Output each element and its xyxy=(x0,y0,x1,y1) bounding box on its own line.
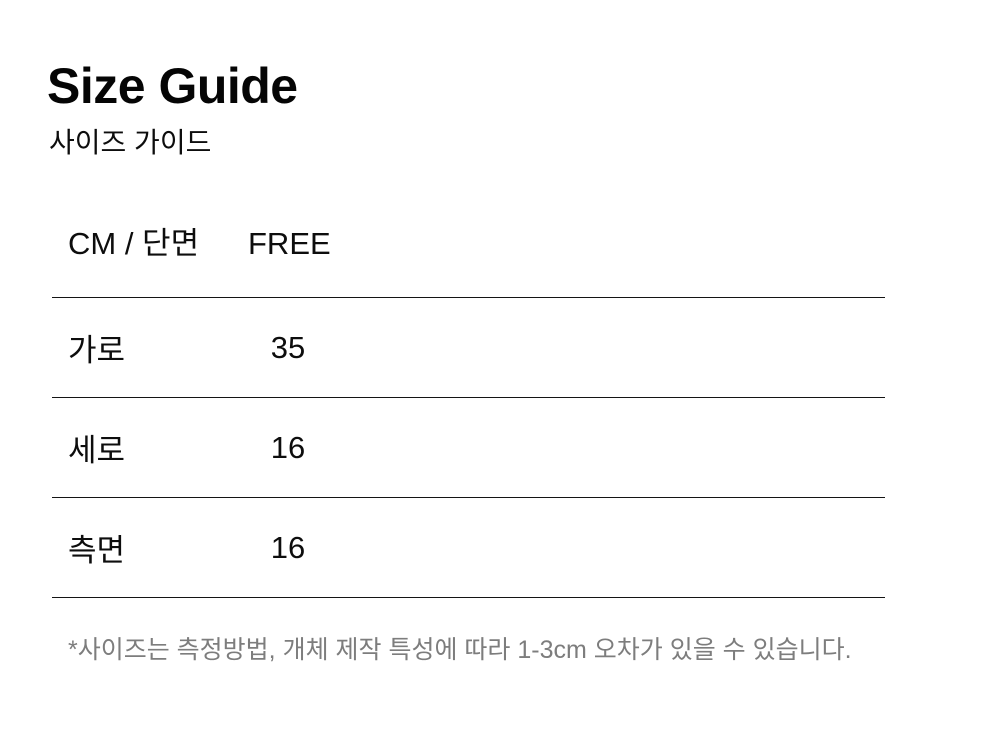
page-subtitle: 사이즈 가이드 xyxy=(49,126,212,158)
row-value: 16 xyxy=(248,497,328,598)
row-filler xyxy=(328,497,885,598)
page-title: Size Guide xyxy=(47,58,298,114)
row-label: 세로 xyxy=(52,397,248,498)
row-value: 35 xyxy=(248,297,328,398)
table-row-garo: 가로 35 xyxy=(52,297,885,398)
size-table-header-filler xyxy=(328,211,885,298)
size-table-size-header: FREE xyxy=(248,226,331,262)
size-guide-section: Size Guide 사이즈 가이드 CM / 단면 FREE 가로 35 xyxy=(47,58,1000,665)
size-table-header-row: CM / 단면 FREE xyxy=(52,211,885,298)
size-table-unit-header: CM / 단면 xyxy=(68,226,200,262)
row-label: 측면 xyxy=(52,497,248,598)
row-label: 가로 xyxy=(52,297,248,398)
size-tolerance-footnote: *사이즈는 측정방법, 개체 제작 특성에 따라 1-3cm 오차가 있을 수 … xyxy=(68,636,852,665)
row-filler xyxy=(328,397,885,498)
size-table-wrap: CM / 단면 FREE 가로 35 세로 16 측면 1 xyxy=(52,211,1000,599)
size-table: CM / 단면 FREE 가로 35 세로 16 측면 1 xyxy=(52,211,885,599)
table-row-cheukmyeon: 측면 16 xyxy=(52,497,885,598)
row-value: 16 xyxy=(248,397,328,498)
table-row-sero: 세로 16 xyxy=(52,397,885,498)
row-filler xyxy=(328,297,885,398)
